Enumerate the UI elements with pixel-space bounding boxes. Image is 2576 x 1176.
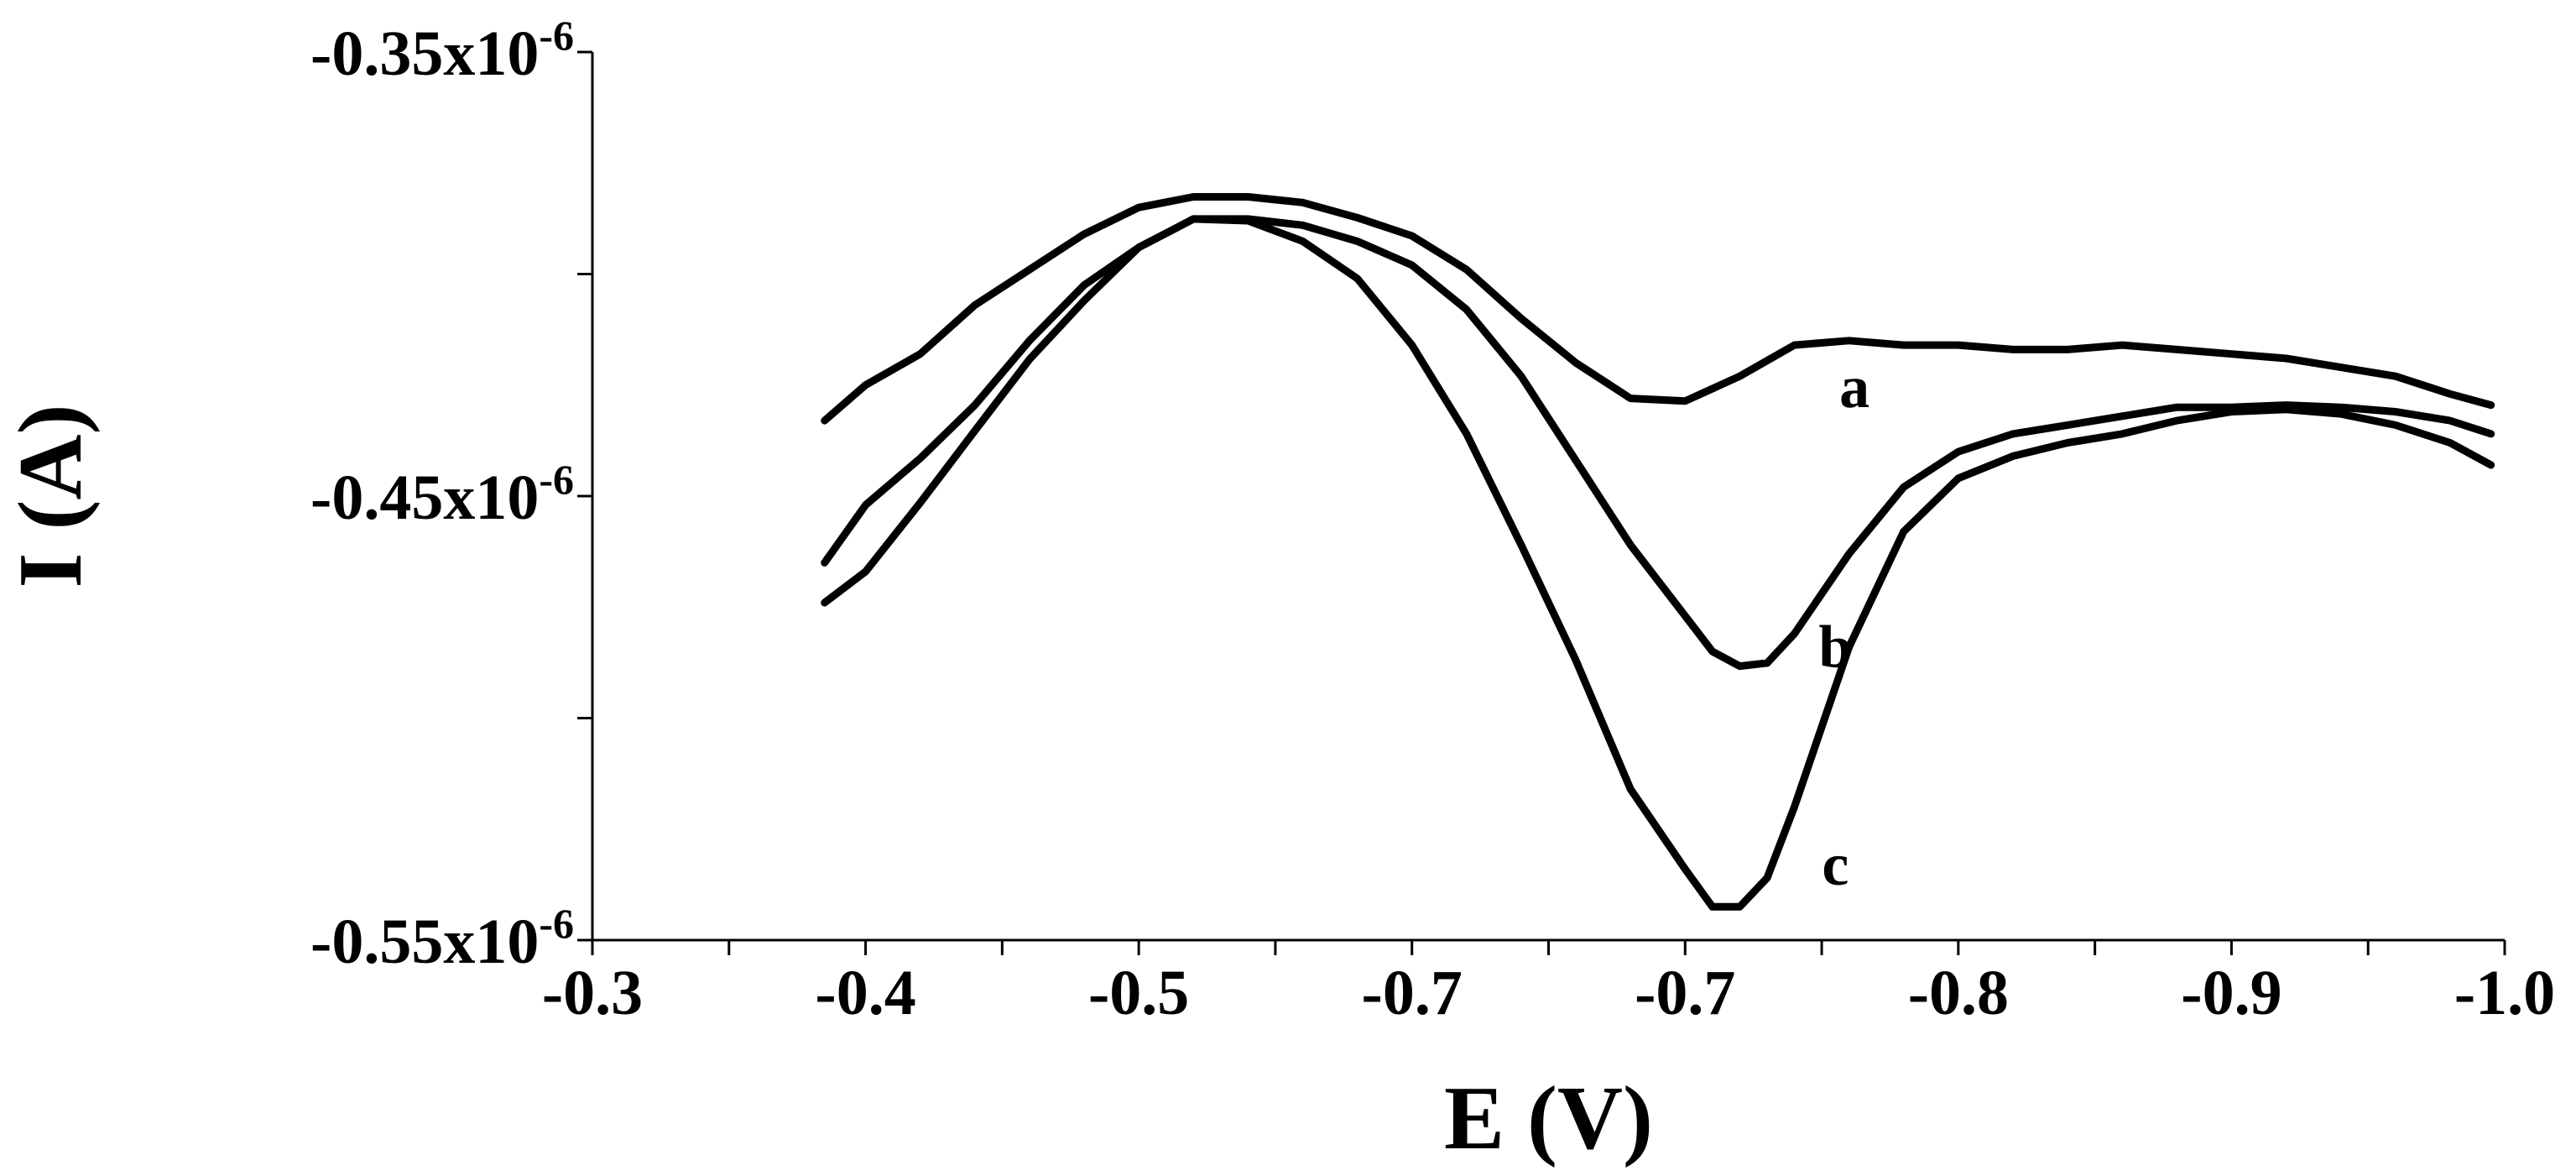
x-axis-title: E (V) (1444, 1069, 1653, 1168)
series-label-a: a (1839, 353, 1869, 421)
series-label-c: c (1822, 831, 1849, 898)
series-line-a (821, 193, 2495, 425)
y-ticks: -0.35x10-6 -0.45x10-6 -0.55x10-6 (310, 12, 592, 977)
x-tick-label: -0.3 (542, 958, 643, 1028)
y-tick-label: -0.45x10-6 (310, 456, 574, 533)
x-tick-label: -0.9 (2181, 958, 2281, 1028)
x-tick-label: -0.8 (1908, 958, 2009, 1028)
y-tick-label: -0.35x10-6 (310, 12, 574, 89)
x-tick-label: -1.0 (2454, 958, 2555, 1028)
y-tick-label: -0.55x10-6 (310, 900, 574, 977)
x-tick-label: -0.7 (1635, 958, 1735, 1028)
series-line-b (821, 215, 2495, 671)
axes: -0.3 -0.4 -0.5 -0.7 -0.7 -0.8 -0.9 -1.0 -0.35x1… (310, 12, 2555, 1028)
x-ticks: -0.3 -0.4 -0.5 -0.7 -0.7 -0.8 -0.9 -1.0 (542, 940, 2555, 1028)
x-tick-label: -0.7 (1362, 958, 1463, 1028)
series-group: abc (821, 193, 2495, 911)
y-axis-title: I (A) (1, 405, 101, 588)
series-line-c (821, 215, 2495, 911)
x-tick-label: -0.5 (1088, 958, 1189, 1028)
x-tick-label: -0.4 (815, 958, 915, 1028)
